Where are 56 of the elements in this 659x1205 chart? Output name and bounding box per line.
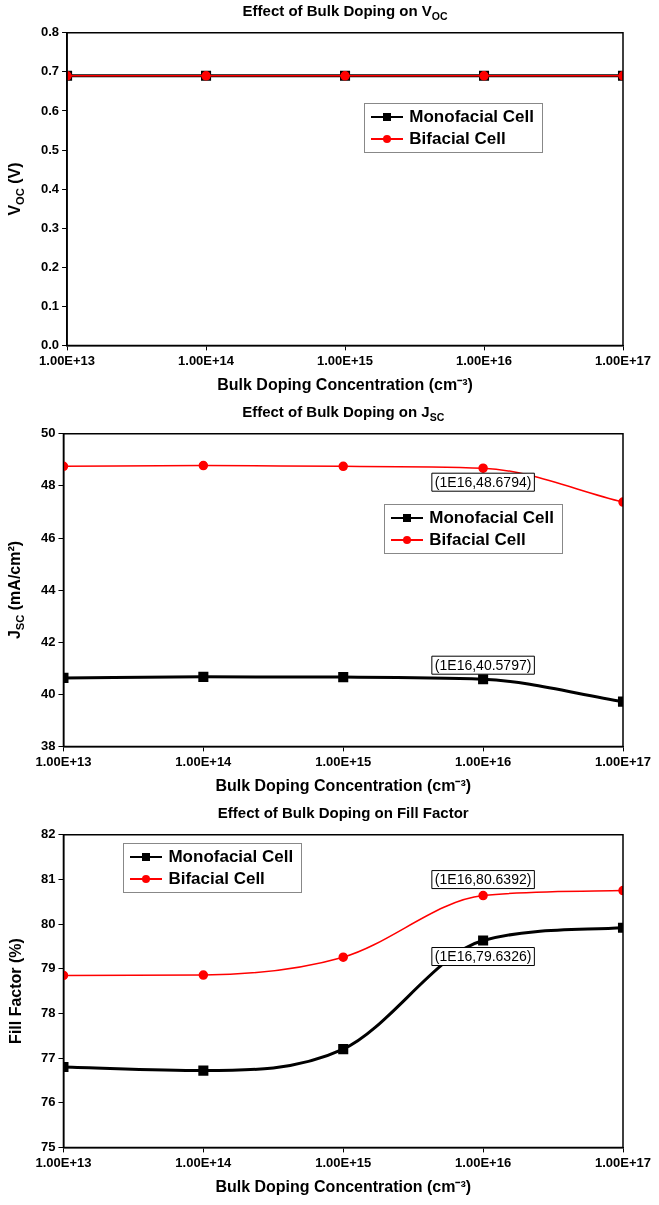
x-tick-label: 1.00E+16 [455, 1154, 512, 1170]
x-axis-title: Bulk Doping Concentration (cm⁻³) [215, 776, 472, 796]
annotation: (1E16,40.5797) [434, 657, 532, 674]
legend-label: Bifacial Cell [409, 128, 506, 149]
x-tick-label: 1.00E+16 [455, 753, 512, 769]
legend-label: Monofacial Cell [409, 106, 534, 127]
x-tick-label: 1.00E+14 [178, 352, 235, 368]
x-axis-title: Bulk Doping Concentration (cm⁻³) [215, 1177, 472, 1197]
annotation: (1E16,48.6794) [434, 474, 532, 491]
y-tick-label: 40 [40, 685, 56, 701]
x-tick-label: 1.00E+16 [456, 352, 513, 368]
x-tick-label: 1.00E+15 [317, 352, 374, 368]
chart-title: Effect of Bulk Doping on J$_{SC}$ [242, 403, 445, 423]
x-tick-label: 1.00E+15 [315, 753, 372, 769]
x-tick-label: 1.00E+13 [35, 1154, 92, 1170]
y-tick-label: 77 [40, 1049, 56, 1065]
y-tick-label: 0.6 [40, 102, 60, 118]
y-tick-label: 0.1 [40, 297, 60, 313]
legend-label: Bifacial Cell [429, 529, 526, 550]
x-tick-label: 1.00E+15 [315, 1154, 372, 1170]
annotation: (1E16,80.6392) [434, 871, 532, 888]
x-axis-title: Bulk Doping Concentration (cm⁻³) [217, 375, 473, 395]
y-tick-label: 76 [40, 1094, 56, 1110]
y-tick-label: 42 [40, 633, 56, 649]
legend-label: Monofacial Cell [429, 507, 554, 528]
annotation: (1E16,79.6326) [434, 948, 532, 965]
y-tick-label: 79 [40, 960, 56, 976]
y-tick-label: 82 [40, 826, 56, 842]
x-tick-label: 1.00E+14 [175, 1154, 233, 1170]
y-tick-label: 80 [40, 915, 56, 931]
y-tick-label: 0.2 [40, 258, 60, 274]
x-tick-label: 1.00E+17 [594, 753, 652, 769]
chart-title: Effect of Bulk Doping on V$_{OC}$ [242, 2, 448, 22]
y-axis-title: Fill Factor (%) [7, 938, 25, 1044]
y-tick-label: 38 [40, 737, 56, 753]
y-tick-label: 46 [40, 529, 56, 545]
y-tick-label: 48 [40, 477, 56, 493]
y-tick-label: 0.4 [40, 180, 60, 196]
y-tick-label: 0.3 [40, 219, 60, 235]
x-tick-label: 1.00E+13 [35, 753, 92, 769]
legend-label: Bifacial Cell [168, 868, 265, 889]
x-tick-label: 1.00E+14 [175, 753, 233, 769]
y-tick-label: 75 [40, 1138, 56, 1154]
y-tick-label: 50 [40, 425, 56, 441]
x-tick-label: 1.00E+17 [594, 1154, 652, 1170]
y-tick-label: 0.0 [40, 336, 60, 352]
y-tick-label: 0.5 [40, 141, 60, 157]
chart-title: Effect of Bulk Doping on Fill Factor [217, 804, 469, 821]
y-tick-label: 44 [40, 581, 57, 597]
y-tick-label: 78 [40, 1005, 56, 1021]
x-tick-label: 1.00E+13 [39, 352, 96, 368]
legend-label: Monofacial Cell [168, 846, 294, 867]
x-tick-label: 1.00E+17 [594, 352, 652, 368]
y-tick-label: 81 [40, 871, 56, 887]
y-tick-label: 0.8 [40, 24, 60, 40]
y-tick-label: 0.7 [40, 63, 60, 79]
